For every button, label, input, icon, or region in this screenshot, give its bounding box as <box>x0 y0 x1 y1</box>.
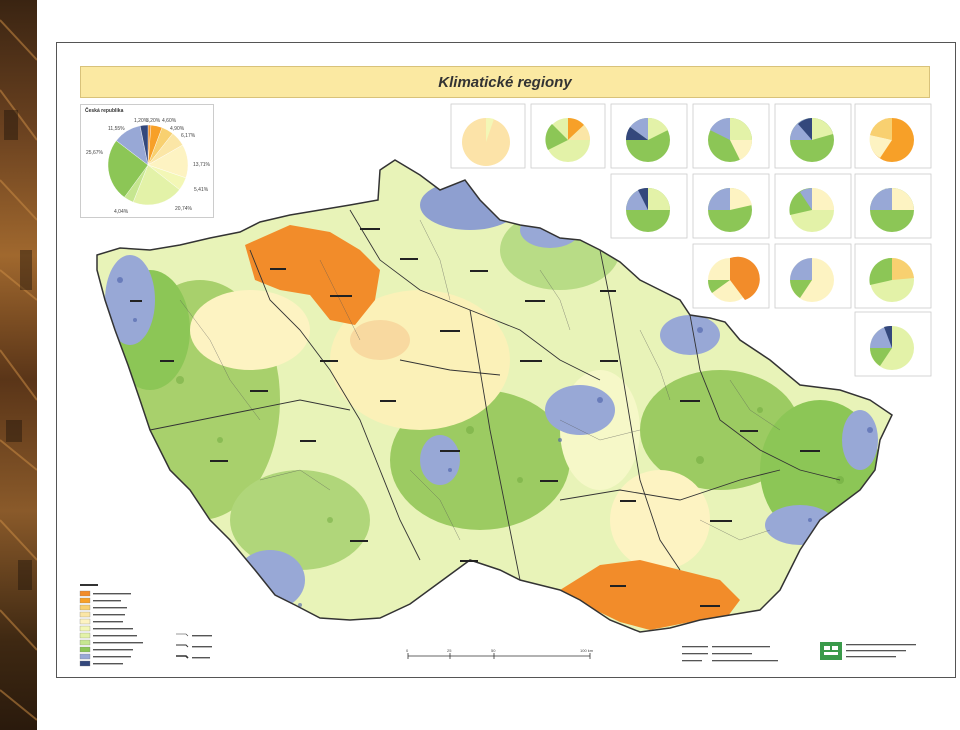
regional-pie-panel <box>692 173 770 239</box>
pie-label-9: 25,67% <box>86 150 103 156</box>
scale-label-50: 50 <box>491 648 496 653</box>
credits-block <box>682 646 778 662</box>
regional-pie-panel <box>692 243 770 309</box>
pie-label-10: 11,55% <box>108 126 125 132</box>
title-banner: Klimatické regiony <box>80 66 930 98</box>
pie-label-8: 4,04% <box>114 209 129 215</box>
regional-pie-panel <box>854 173 932 239</box>
regional-pie-panel <box>854 243 932 309</box>
pie-label-7: 20,74% <box>175 206 192 212</box>
pie-label-11: 3,20% <box>146 118 161 124</box>
legend <box>79 583 212 667</box>
pie-slice-7 <box>132 164 180 206</box>
region-borders <box>149 209 841 581</box>
regional-pie-panel <box>610 103 688 169</box>
pie-label-1: 1,20% <box>134 118 149 124</box>
side-photo-strip <box>0 0 37 730</box>
regional-pie-panel <box>774 173 852 239</box>
pie-label-3: 4,90% <box>170 126 185 132</box>
pie-slice-9 <box>107 140 149 198</box>
regional-pie-panel <box>530 103 606 169</box>
czech-republic-pie-panel: Česká republika <box>80 104 214 218</box>
institution-logo <box>820 642 842 660</box>
pie-slice-11 <box>139 124 149 166</box>
scale-label-25: 25 <box>447 648 452 653</box>
institution-text <box>846 644 916 658</box>
regional-pie-panel <box>854 311 932 377</box>
regional-pie-panel <box>774 243 852 309</box>
czech-republic-pie-title: Česká republika <box>85 108 124 114</box>
regional-pie-panels <box>450 103 932 377</box>
scale-label-0: 0 <box>406 648 409 653</box>
pie-label-2: 4,60% <box>162 118 177 124</box>
regional-pie-panel <box>854 103 932 169</box>
district-borders <box>179 219 781 541</box>
pie-label-4: 6,17% <box>181 133 196 139</box>
regional-pie-panel <box>774 103 852 169</box>
place-label-marks <box>130 228 820 607</box>
regional-pie-panel <box>610 173 688 239</box>
scale-bar <box>407 653 591 659</box>
regional-pie-panel <box>692 103 770 169</box>
czech-republic-pie-chart <box>107 124 189 206</box>
scale-label-100km: 100 km <box>580 648 594 653</box>
pie-label-5: 13,71% <box>193 162 210 168</box>
side-photo-texture <box>0 19 37 721</box>
pie-label-6: 5,41% <box>194 187 209 193</box>
country-border <box>96 159 893 633</box>
page-title: Klimatické regiony <box>438 73 572 91</box>
regional-pie-panel <box>450 103 526 169</box>
